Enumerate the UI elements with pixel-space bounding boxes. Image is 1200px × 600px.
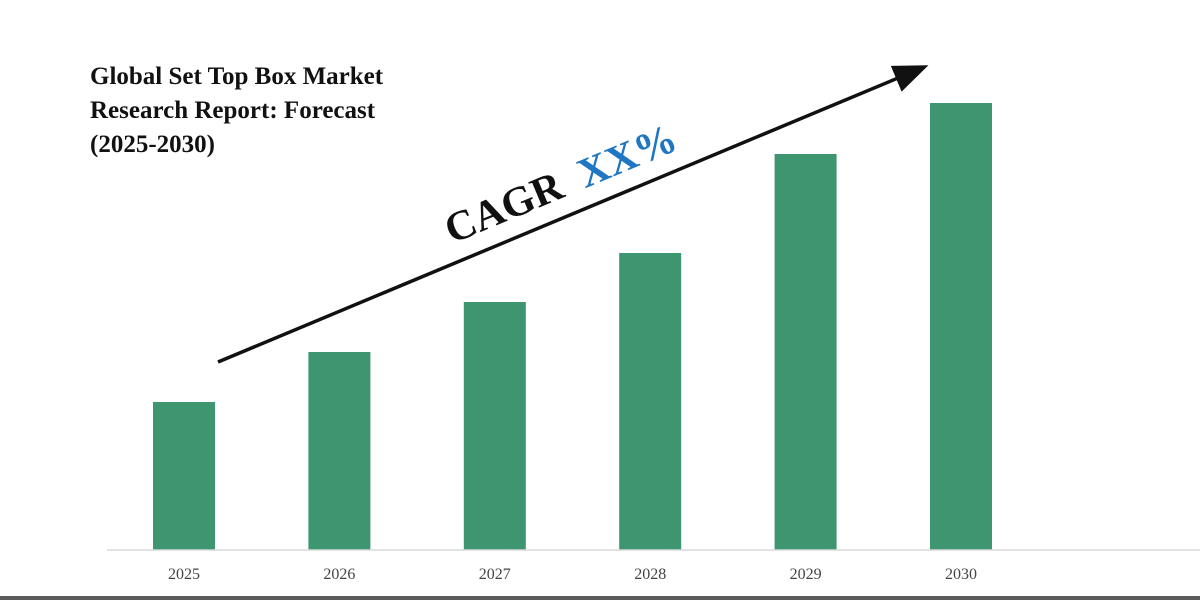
bottom-border [0,596,1200,600]
x-tick-label-2029: 2029 [790,566,822,583]
x-tick-label-2028: 2028 [634,566,666,583]
chart-title-line-2: Research Report: Forecast [90,97,376,124]
x-tick-label-2025: 2025 [168,566,200,583]
chart-title: Global Set Top Box Market Research Repor… [90,60,450,162]
chart-title-line-1: Global Set Top Box Market [90,63,384,90]
bars-layer [153,103,992,550]
bar-2026 [308,352,371,550]
chart-title-line-3: (2025-2030) [90,131,215,158]
bar-2028 [619,253,682,550]
cagr-value: XX% [571,116,683,198]
bar-2030 [930,103,992,550]
x-tick-label-2026: 2026 [323,566,355,583]
trend-arrow [217,65,929,364]
cagr-prefix: CAGR [438,163,570,253]
bar-2027 [463,302,526,550]
x-tick-labels: 2025 2026 2027 2028 2029 2030 [168,566,977,583]
x-tick-label-2027: 2027 [479,566,511,583]
x-tick-label-2030: 2030 [945,566,977,583]
bar-2025 [153,402,215,550]
bar-2029 [774,154,837,550]
